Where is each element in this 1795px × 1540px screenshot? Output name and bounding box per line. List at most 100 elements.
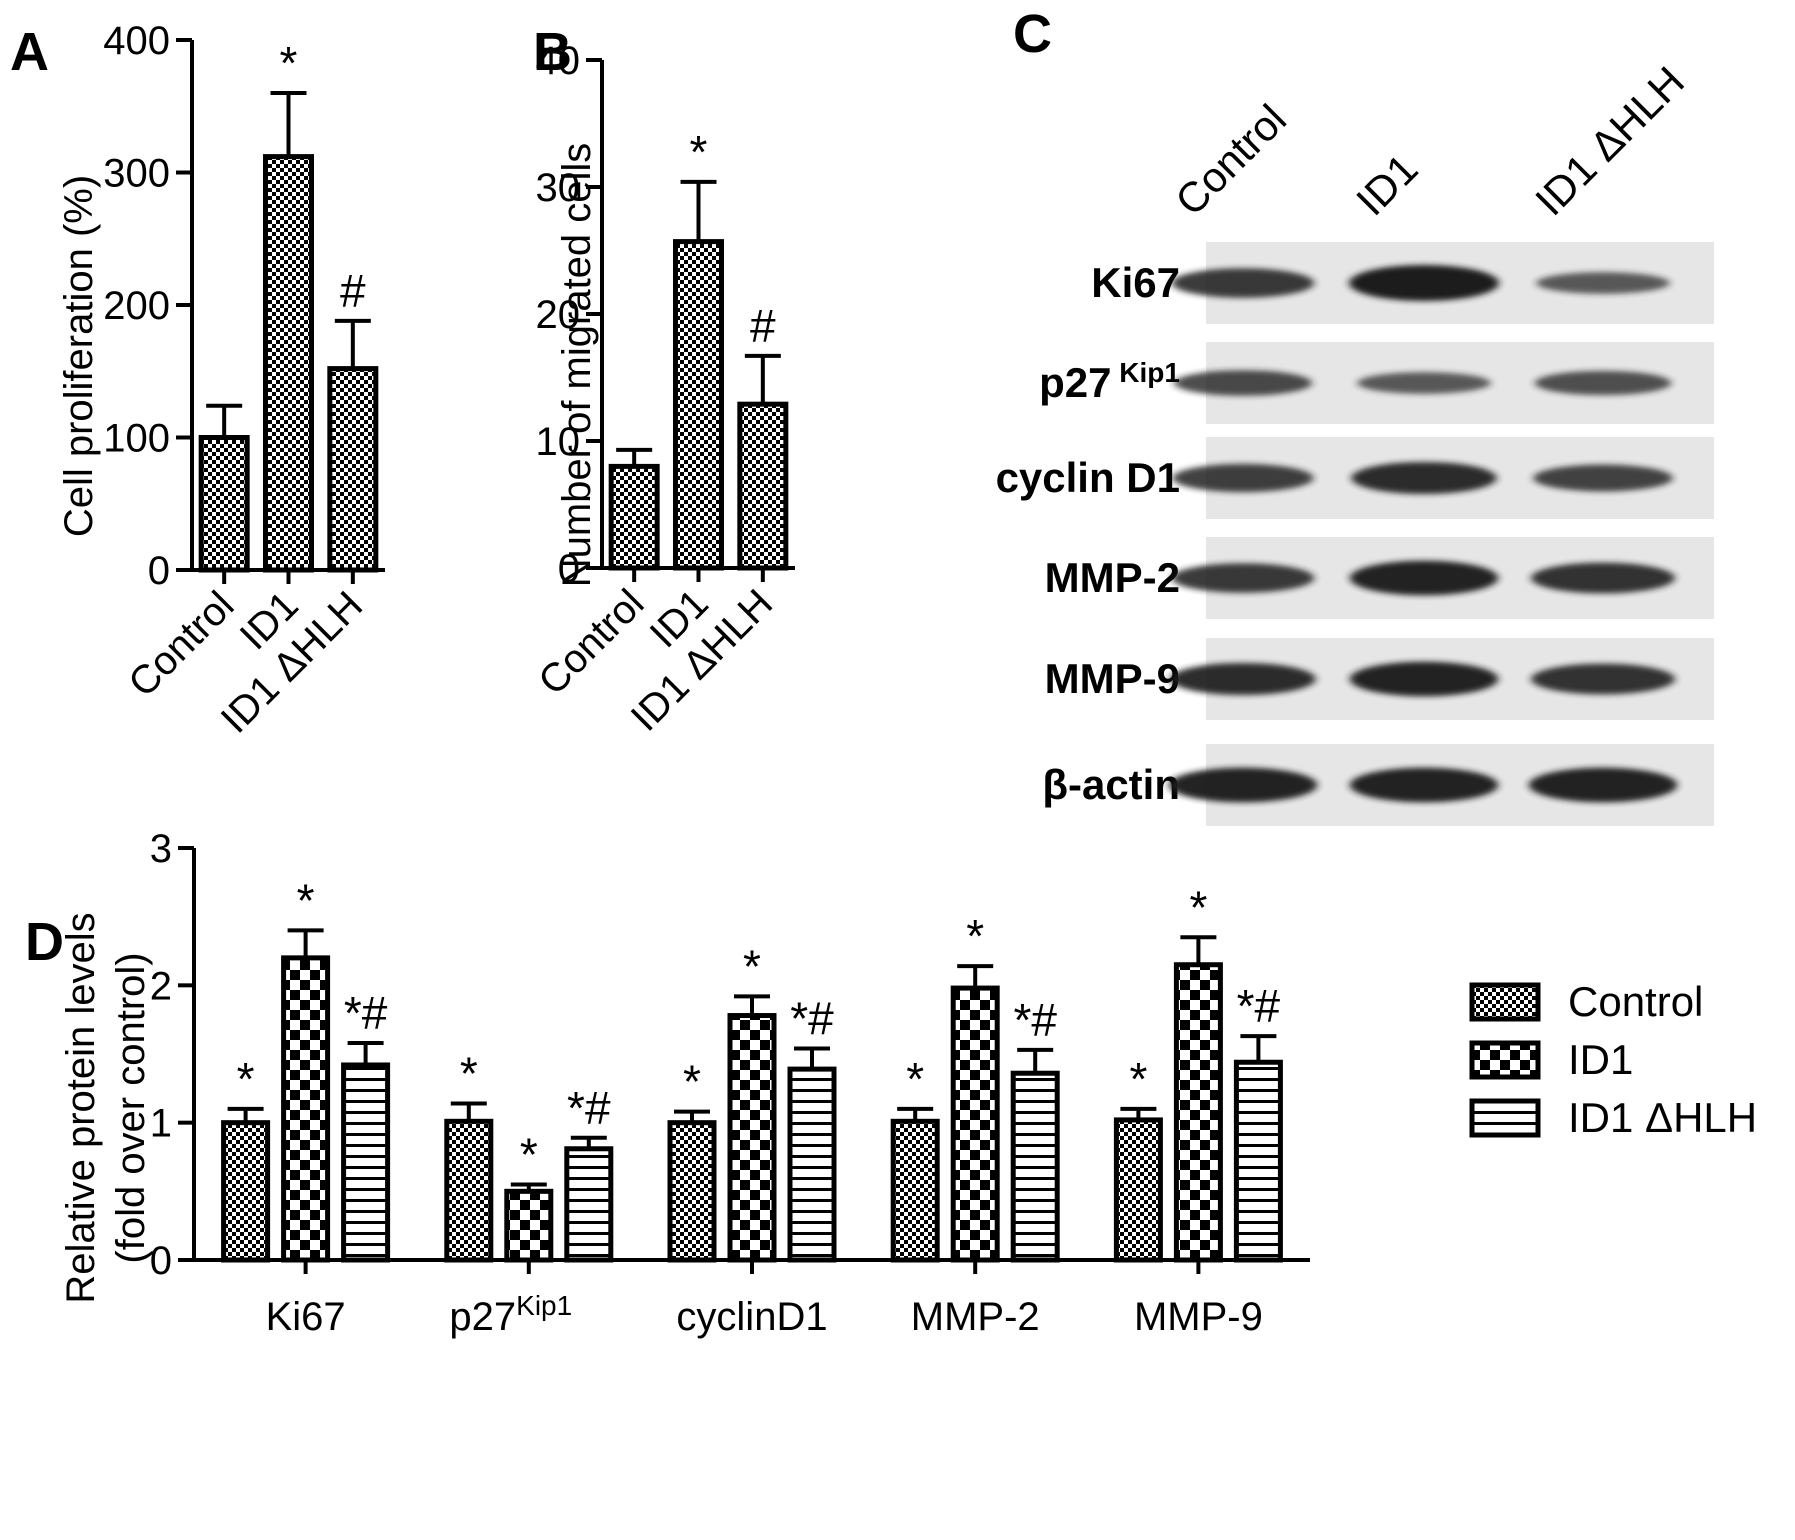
- panel-d-bar: [1173, 962, 1223, 1263]
- panel-d-bar: [890, 1118, 940, 1263]
- western-blot-row-label: MMP-9: [1045, 655, 1180, 702]
- panel-d-significance-mark: *: [460, 1047, 478, 1099]
- panel-a-category-label: Control: [120, 583, 242, 705]
- western-blot-row-label: Ki67: [1091, 259, 1180, 306]
- legend-swatch: [1469, 1098, 1541, 1138]
- legend-label: ID1: [1568, 1036, 1633, 1083]
- western-blot-band: [1349, 661, 1499, 697]
- panel-letter-d: D: [25, 912, 64, 972]
- western-blot-band: [1349, 767, 1499, 803]
- panel-d-significance-mark: *: [683, 1056, 701, 1108]
- western-blot-row-label: β-actin: [1042, 761, 1180, 808]
- western-blot-band: [1357, 372, 1491, 394]
- panel-b-y-tick-label: 10: [536, 420, 581, 464]
- panel-b-ylabel: Number of migrated cells: [555, 143, 599, 588]
- panel-d-significance-mark: *#: [790, 993, 834, 1045]
- western-blot-band: [1168, 767, 1318, 803]
- panel-d-bar: [221, 1120, 271, 1263]
- western-blot-lane-label: Control: [1166, 95, 1295, 224]
- western-blot-band: [1351, 461, 1497, 495]
- panel-d-category-label: MMP-9: [1134, 1295, 1263, 1339]
- panel-d-bar: [1113, 1117, 1163, 1263]
- western-blot-row-superscript: Kip1: [1112, 357, 1180, 388]
- panel-d-category-label: cyclinD1: [676, 1295, 827, 1339]
- western-blot-band: [1531, 663, 1675, 695]
- panel-a-y-tick-label: 100: [103, 417, 170, 461]
- panel-d-significance-mark: *#: [344, 987, 388, 1039]
- panel-d-significance-mark: *: [520, 1128, 538, 1180]
- panel-d-y-tick-label: 2: [150, 964, 172, 1008]
- panel-a-significance-mark: #: [340, 265, 366, 317]
- panel-d-significance-mark: *#: [1013, 994, 1057, 1046]
- panel-d-bar: [1010, 1070, 1060, 1263]
- panel-d-bar: [504, 1188, 554, 1263]
- panel-d-category-superscript: Kip1: [516, 1290, 572, 1321]
- western-blot-row-label: cyclin D1: [996, 454, 1180, 501]
- panel-b-y-tick-label: 0: [558, 547, 580, 591]
- panel-d-ylabel-line2: (fold over control): [109, 952, 153, 1263]
- panel-d-bar: [444, 1118, 494, 1263]
- legend-swatch: [1469, 982, 1541, 1022]
- panel-c-western-blot: Control ID1 ID1 ΔHLH Ki67 p27 Kip1 cyclin D1…: [996, 57, 1714, 826]
- panel-b-significance-mark: *: [690, 126, 708, 178]
- panel-b-bar: [737, 401, 789, 571]
- panel-d-category-labels: Ki67 p27Kip1 cyclinD1 MMP-2 MMP-9: [266, 1290, 1263, 1340]
- western-blot-band: [1171, 268, 1315, 298]
- panel-b-significance-mark: #: [750, 300, 776, 352]
- panel-a-axes: 0 100 200 300 400: [103, 19, 385, 593]
- panel-d-y-tick-label: 0: [150, 1239, 172, 1283]
- panel-b-bar: [608, 463, 660, 571]
- panel-d-ylabel-line1: Relative protein levels: [59, 912, 103, 1303]
- western-blot-lane-label: ID1 ΔHLH: [1526, 57, 1693, 224]
- western-blot-band: [1349, 560, 1499, 596]
- western-blot-lane-labels: Control ID1 ID1 ΔHLH: [1166, 57, 1693, 224]
- panel-d-category-label: Ki67: [266, 1295, 346, 1339]
- panel-letter-c: C: [1013, 4, 1052, 64]
- panel-letter-b: B: [533, 22, 572, 82]
- panel-a-y-tick-label: 300: [103, 152, 170, 196]
- panel-d-bar: [341, 1062, 391, 1263]
- panel-d-y-tick-label: 1: [150, 1102, 172, 1146]
- panel-d-bar: [667, 1120, 717, 1263]
- panel-d-category-label: MMP-2: [911, 1295, 1040, 1339]
- panel-d-chart: Relative protein levels (fold over contr…: [59, 827, 1757, 1339]
- western-blot-row-label: MMP-2: [1045, 554, 1180, 601]
- legend-swatch: [1469, 1040, 1541, 1080]
- western-blot-band: [1536, 272, 1670, 294]
- panel-d-bar: [787, 1066, 837, 1263]
- panel-a-y-tick-label: 0: [148, 549, 170, 593]
- panel-a-bar: [263, 154, 314, 573]
- legend-label: ID1 ΔHLH: [1568, 1094, 1757, 1141]
- panel-b-y-tick-label: 30: [536, 166, 581, 210]
- panel-letter-a: A: [10, 22, 49, 82]
- panel-d-significance-mark: *: [743, 940, 761, 992]
- panel-d-bars: * * *# * * *# * * *# * * *# * * *#: [221, 874, 1283, 1263]
- panel-d-bar: [950, 985, 1000, 1263]
- panel-d-legend: Control ID1 ID1 ΔHLH: [1469, 978, 1757, 1141]
- panel-a-bar: [327, 366, 379, 573]
- panel-d-category-label: p27Kip1: [449, 1290, 572, 1340]
- panel-d-significance-mark: *#: [567, 1082, 611, 1134]
- panel-a-y-tick-label: 200: [103, 284, 170, 328]
- panel-d-bar: [727, 1013, 777, 1263]
- panel-a-bars: *#: [198, 37, 379, 573]
- panel-d-significance-mark: *: [1189, 881, 1207, 933]
- western-blot-band: [1528, 767, 1678, 803]
- panel-d-significance-mark: *#: [1237, 980, 1281, 1032]
- panel-d-significance-mark: *: [297, 874, 315, 926]
- panel-d-bar: [1233, 1059, 1283, 1263]
- western-blot-band: [1533, 464, 1673, 492]
- panel-d-significance-mark: *: [1129, 1053, 1147, 1105]
- western-blot-band: [1170, 662, 1316, 696]
- panel-b-y-tick-label: 20: [536, 293, 581, 337]
- panel-d-y-tick-label: 3: [150, 827, 172, 871]
- panel-a-y-tick-label: 400: [103, 19, 170, 63]
- panel-a-bar: [198, 435, 250, 573]
- panel-d-bar: [281, 955, 331, 1263]
- panel-d-significance-mark: *: [237, 1053, 255, 1105]
